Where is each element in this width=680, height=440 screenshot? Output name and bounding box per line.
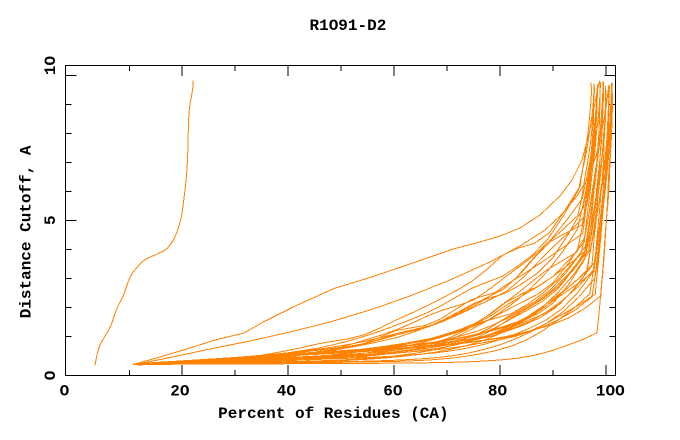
svg-text:5: 5 [42,215,60,225]
svg-text:8O: 8O [488,383,508,401]
svg-text:4O: 4O [277,383,297,401]
svg-text:2O: 2O [170,383,190,401]
svg-text:Percent of Residues (CA): Percent of Residues (CA) [218,405,448,423]
svg-text:R1O91-D2: R1O91-D2 [309,17,386,35]
svg-text:1OO: 1OO [596,383,625,401]
svg-text:1O: 1O [42,56,60,76]
svg-text:6O: 6O [383,383,403,401]
svg-text:O: O [60,383,70,401]
svg-text:O: O [42,370,60,380]
svg-text:Distance Cutoff, A: Distance Cutoff, A [18,145,36,318]
